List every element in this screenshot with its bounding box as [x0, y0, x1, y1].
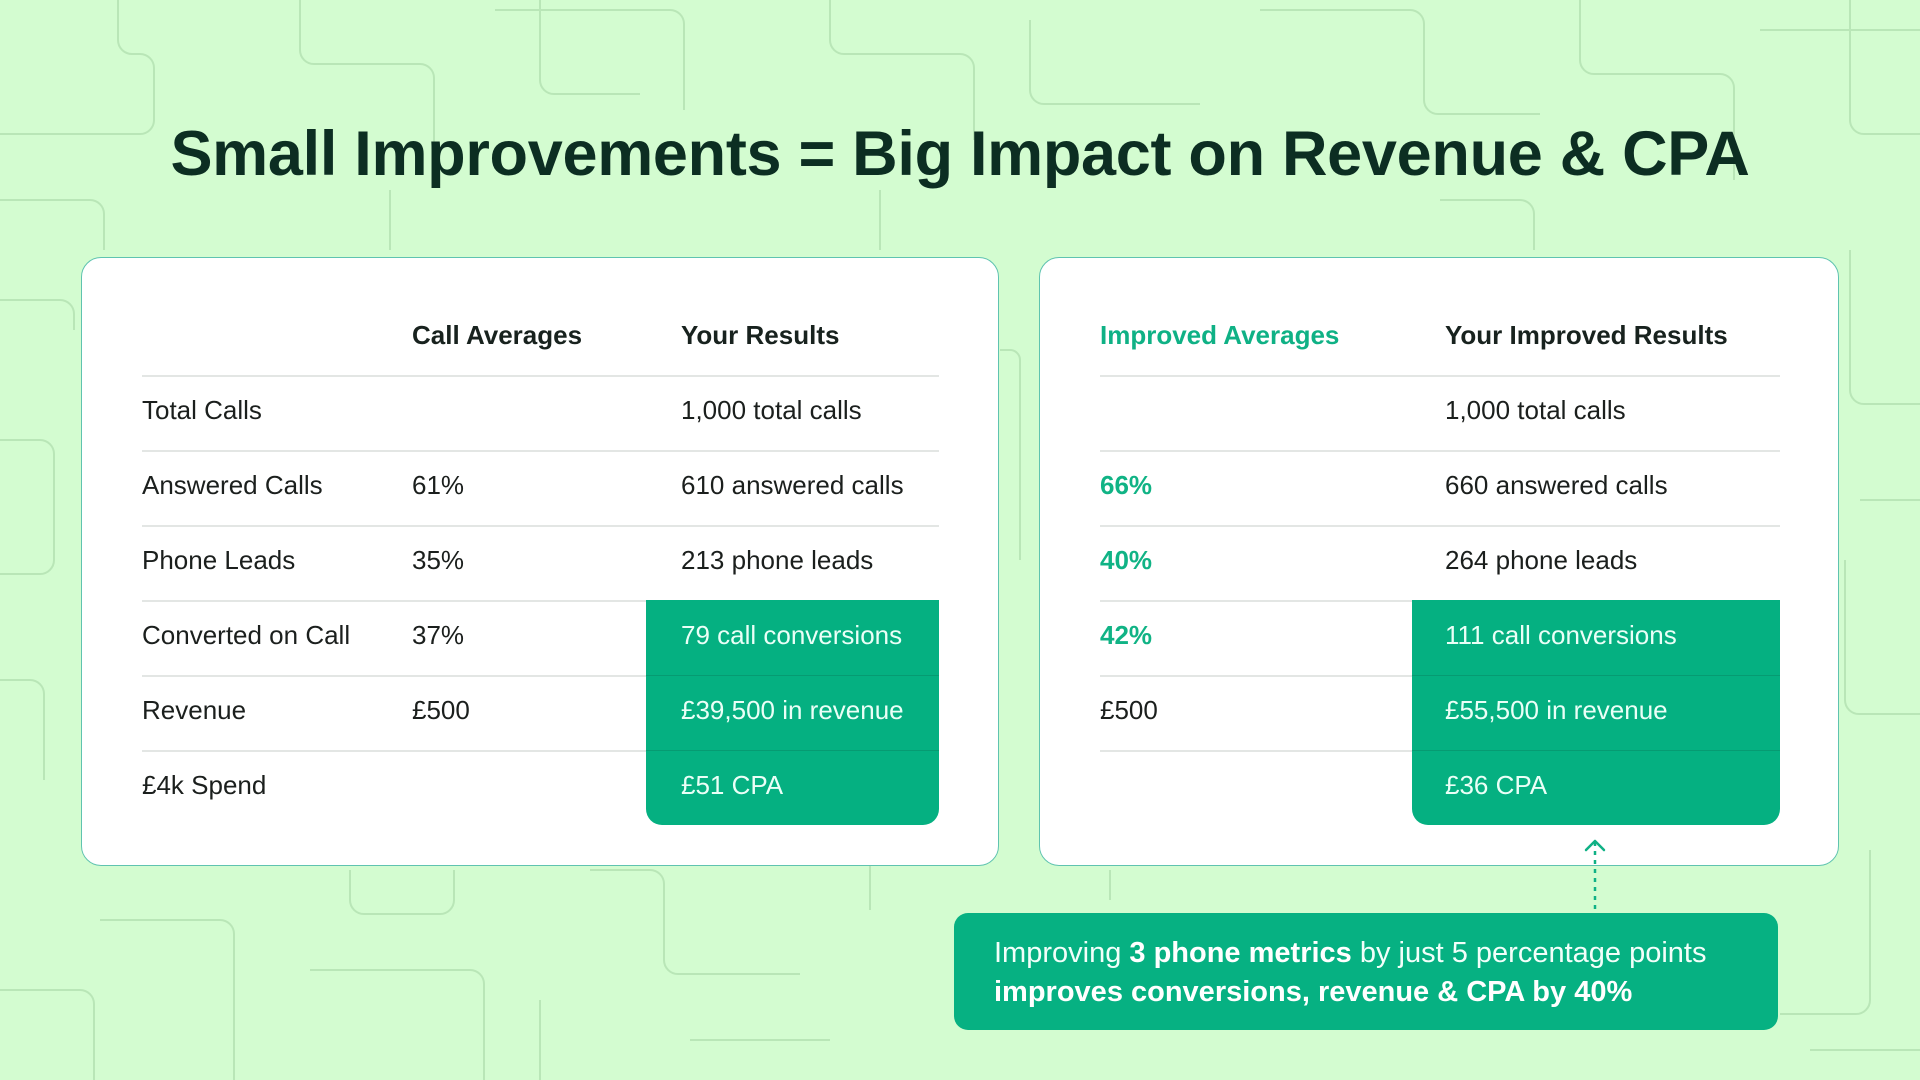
header-divider: [1100, 375, 1780, 377]
row-average: 61%: [412, 470, 465, 500]
row-label: Converted on Call: [142, 620, 351, 650]
row-average: £500: [1100, 695, 1158, 725]
header-divider: [142, 375, 939, 377]
callout-emphasis: improves conversions, revenue & CPA by 4…: [994, 976, 1633, 1008]
row-divider: [142, 675, 646, 677]
callout-emphasis: 3 phone metrics: [1129, 937, 1352, 969]
row-average: 66%: [1100, 470, 1153, 500]
callout-line-2: improves conversions, revenue & CPA by 4…: [994, 973, 1778, 1012]
highlight-divider: [1412, 750, 1780, 751]
results-highlight-block: [646, 600, 939, 825]
row-result: £55,500 in revenue: [1445, 695, 1668, 725]
header-call-averages: Call Averages: [412, 320, 583, 350]
row-result: £39,500 in revenue: [681, 695, 904, 725]
row-result: £36 CPA: [1445, 770, 1548, 800]
callout-line-1: Improving 3 phone metrics by just 5 perc…: [994, 934, 1778, 973]
row-result: 1,000 total calls: [1445, 395, 1626, 425]
row-label: Answered Calls: [142, 470, 323, 500]
row-divider: [1100, 450, 1780, 452]
row-result: 213 phone leads: [681, 545, 874, 575]
row-result: 111 call conversions: [1445, 620, 1677, 650]
row-divider: [1100, 675, 1412, 677]
header-your-results: Your Results: [681, 320, 840, 350]
row-result: 264 phone leads: [1445, 545, 1638, 575]
row-divider: [1100, 525, 1780, 527]
current-results-card: Call Averages Your Results Total Calls 1…: [81, 257, 999, 866]
highlight-divider: [646, 750, 939, 751]
row-average: £500: [412, 695, 470, 725]
row-label: Total Calls: [142, 395, 262, 425]
highlight-divider: [646, 675, 939, 676]
header-your-improved-results: Your Improved Results: [1445, 320, 1728, 350]
row-divider: [142, 600, 646, 602]
row-label: Phone Leads: [142, 545, 296, 575]
row-average: 35%: [412, 545, 465, 575]
row-divider: [142, 750, 646, 752]
row-divider: [142, 450, 939, 452]
row-result: 1,000 total calls: [681, 395, 862, 425]
row-label: Revenue: [142, 695, 247, 725]
row-result: £51 CPA: [681, 770, 784, 800]
row-label: £4k Spend: [142, 770, 267, 800]
improved-highlight-block: [1412, 600, 1780, 825]
callout-text: by just 5 percentage points: [1351, 937, 1707, 969]
row-divider: [142, 525, 939, 527]
row-average: 42%: [1100, 620, 1153, 650]
row-average: 40%: [1100, 545, 1153, 575]
arrow-up-icon: [1584, 839, 1606, 914]
row-divider: [1100, 600, 1412, 602]
improved-results-card: Improved Averages Your Improved Results …: [1039, 257, 1839, 866]
summary-callout: Improving 3 phone metrics by just 5 perc…: [954, 913, 1778, 1030]
row-result: 79 call conversions: [681, 620, 903, 650]
highlight-divider: [1412, 675, 1780, 676]
page-title: Small Improvements = Big Impact on Reven…: [170, 119, 1750, 189]
row-result: 660 answered calls: [1445, 470, 1668, 500]
row-result: 610 answered calls: [681, 470, 904, 500]
row-divider: [1100, 750, 1412, 752]
header-improved-averages: Improved Averages: [1100, 320, 1340, 350]
callout-text: Improving: [994, 937, 1130, 969]
row-average: 37%: [412, 620, 465, 650]
